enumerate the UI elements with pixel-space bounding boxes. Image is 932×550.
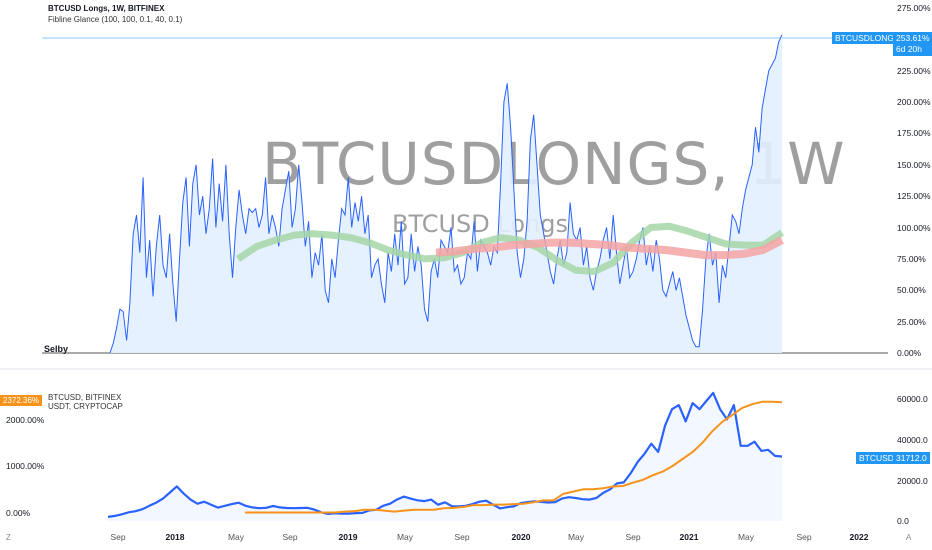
y-tick-label: 0.00% (897, 348, 922, 358)
time-axis-label: Sep (454, 532, 470, 542)
longs-area-fill (110, 34, 782, 354)
indicator-title: Fibline Glance (100, 100, 0.1, 40, 0.1) (48, 15, 183, 24)
y-tick-label: 125.00% (897, 191, 931, 202)
fibline-green-band (236, 222, 784, 275)
time-axis-label: May (396, 532, 414, 542)
symbol-title: BTCUSD Longs, 1W, BITFINEX (48, 4, 165, 13)
time-axis-label: Sep (625, 532, 641, 542)
time-axis-label: Sep (796, 532, 812, 542)
y-tick-label: 25.00% (897, 316, 926, 327)
usdt-line (245, 400, 783, 514)
time-axis-label: May (227, 532, 245, 542)
last-value-text: 253.61% (896, 33, 930, 43)
y-tick-label: 150.00% (897, 159, 931, 170)
time-axis-label: Sep (110, 532, 126, 542)
last-value-tag: 253.61% 6d 20h (893, 32, 932, 56)
time-axis-label: 2020 (511, 532, 531, 542)
auto-scale-button[interactable]: A (906, 533, 912, 542)
countdown-text: 6d 20h (896, 44, 922, 54)
y-tick-label: 75.00% (897, 253, 926, 264)
last-symbol-tag: BTCUSDLONGS (832, 32, 903, 44)
y-tick-label: 275.00% (897, 3, 931, 13)
left-y-tick-label: 0.00% (6, 508, 31, 518)
btcusd-line (107, 391, 783, 518)
usdt-legend: USDT, CRYPTOCAP (48, 402, 123, 411)
time-axis-label: 2018 (165, 532, 185, 542)
right-y-tick-label: 20000.0 (897, 476, 928, 486)
btcusd-area-fill (108, 392, 782, 521)
zoom-reset-button[interactable]: Z (6, 533, 11, 542)
time-axis-label: 2022 (849, 532, 869, 542)
btc-legend: BTCUSD, BITFINEX (48, 393, 122, 402)
btc-value-tag: 31712.0 (893, 452, 930, 464)
usdt-value-tag: 2372.36% (0, 395, 43, 406)
time-axis-label: 2019 (338, 532, 358, 542)
author-label: Selby (44, 344, 69, 354)
right-y-tick-label: 60000.0 (897, 394, 928, 404)
y-tick-label: 100.00% (897, 222, 931, 233)
left-y-tick-label: 1000.00% (6, 461, 45, 471)
y-tick-label: 50.00% (897, 285, 926, 296)
right-y-tick-label: 0.0 (897, 516, 909, 526)
y-tick-label: 225.00% (897, 65, 931, 76)
left-y-tick-label: 2000.00% (6, 415, 45, 425)
btc-symbol-tag: BTCUSD (856, 452, 897, 464)
y-tick-label: 175.00% (897, 128, 931, 139)
longs-area-series (109, 34, 783, 354)
fibline-red-band (435, 236, 784, 260)
time-axis-label: May (737, 532, 755, 542)
y-tick-label: 200.00% (897, 97, 931, 108)
time-axis-label: May (567, 532, 585, 542)
time-axis-label: 2021 (679, 532, 699, 542)
time-axis-label: Sep (282, 532, 298, 542)
fibline-glance-series (236, 222, 784, 275)
right-y-tick-label: 40000.0 (897, 435, 928, 445)
btcusd-series (107, 391, 783, 521)
